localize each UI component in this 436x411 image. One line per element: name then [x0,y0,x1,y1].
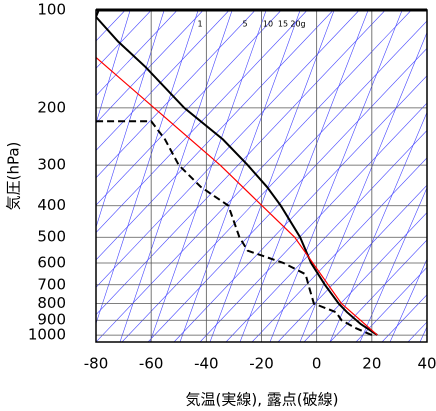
x-axis-label: 気温(実線), 露点(破線) [186,391,339,409]
mixing-ratio-label: 10 [263,20,273,29]
adiabat-line [96,10,165,229]
x-tick-label: -20 [249,355,274,373]
isotherm-line [96,10,152,69]
isotherm-line [96,10,386,316]
y-tick-label: 400 [37,196,66,214]
adiabat-line [119,10,233,342]
isotherm-line [199,102,427,342]
adiabat-line [209,10,335,342]
y-tick-label: 200 [37,98,66,116]
y-tick-label: 1000 [28,326,66,344]
profile-line [96,57,378,336]
isotherm-line [355,266,427,342]
isotherm-line [277,184,427,342]
mixing-ratio-label: 20g [290,20,305,29]
adiabat-line [359,186,427,342]
x-tick-label: 20 [362,355,381,373]
isotherm-line [121,20,427,342]
x-tick-label: 0 [312,355,322,373]
mixing-ratio-label: 5 [242,20,247,29]
isotherm-line [303,212,427,342]
y-tick-label: 100 [37,1,66,19]
adiabat-line [269,10,403,342]
isotherm-line [96,10,204,124]
y-tick-label: 300 [37,156,66,174]
isotherm-line [147,47,427,342]
profile-line [96,120,373,337]
y-tick-label: 600 [37,253,66,271]
mixing-ratio-label: 15 [278,20,288,29]
adiabat-line [96,10,199,325]
adiabat-line [149,10,267,342]
adiabat-line [299,31,427,342]
adiabat-line [419,326,427,342]
y-tick-label: 500 [37,228,66,246]
isotherm-line [96,10,230,151]
background-lines [96,10,427,342]
isotherm-line [96,10,334,261]
x-tick-label: -40 [194,355,219,373]
isotherm-line [96,10,360,288]
profile-line [96,10,378,336]
isotherm-line [329,239,427,342]
adiabat-line [389,258,427,342]
x-tick-label: -80 [84,355,109,373]
mixing-ratio-label: 1 [197,20,202,29]
adiabat-line [179,10,301,342]
adiabat-line [239,10,369,342]
y-tick-label: 700 [37,275,66,293]
isotherm-line [96,10,308,233]
adiabat-line [96,10,131,125]
isotherm-line [96,10,178,97]
x-tick-label: 40 [417,355,436,373]
y-axis-label: 気圧(hPa) [5,142,23,211]
y-tick-label: 800 [37,294,66,312]
isotherm-line [173,75,427,342]
isotherm-line [96,10,256,179]
isotherm-line [251,157,427,342]
isotherm-line [225,129,427,342]
x-tick-label: -60 [139,355,164,373]
isotherm-line [96,10,282,206]
y-tick-label: 900 [37,311,66,329]
adiabat-line [329,111,427,342]
isotherm-line [96,10,412,342]
